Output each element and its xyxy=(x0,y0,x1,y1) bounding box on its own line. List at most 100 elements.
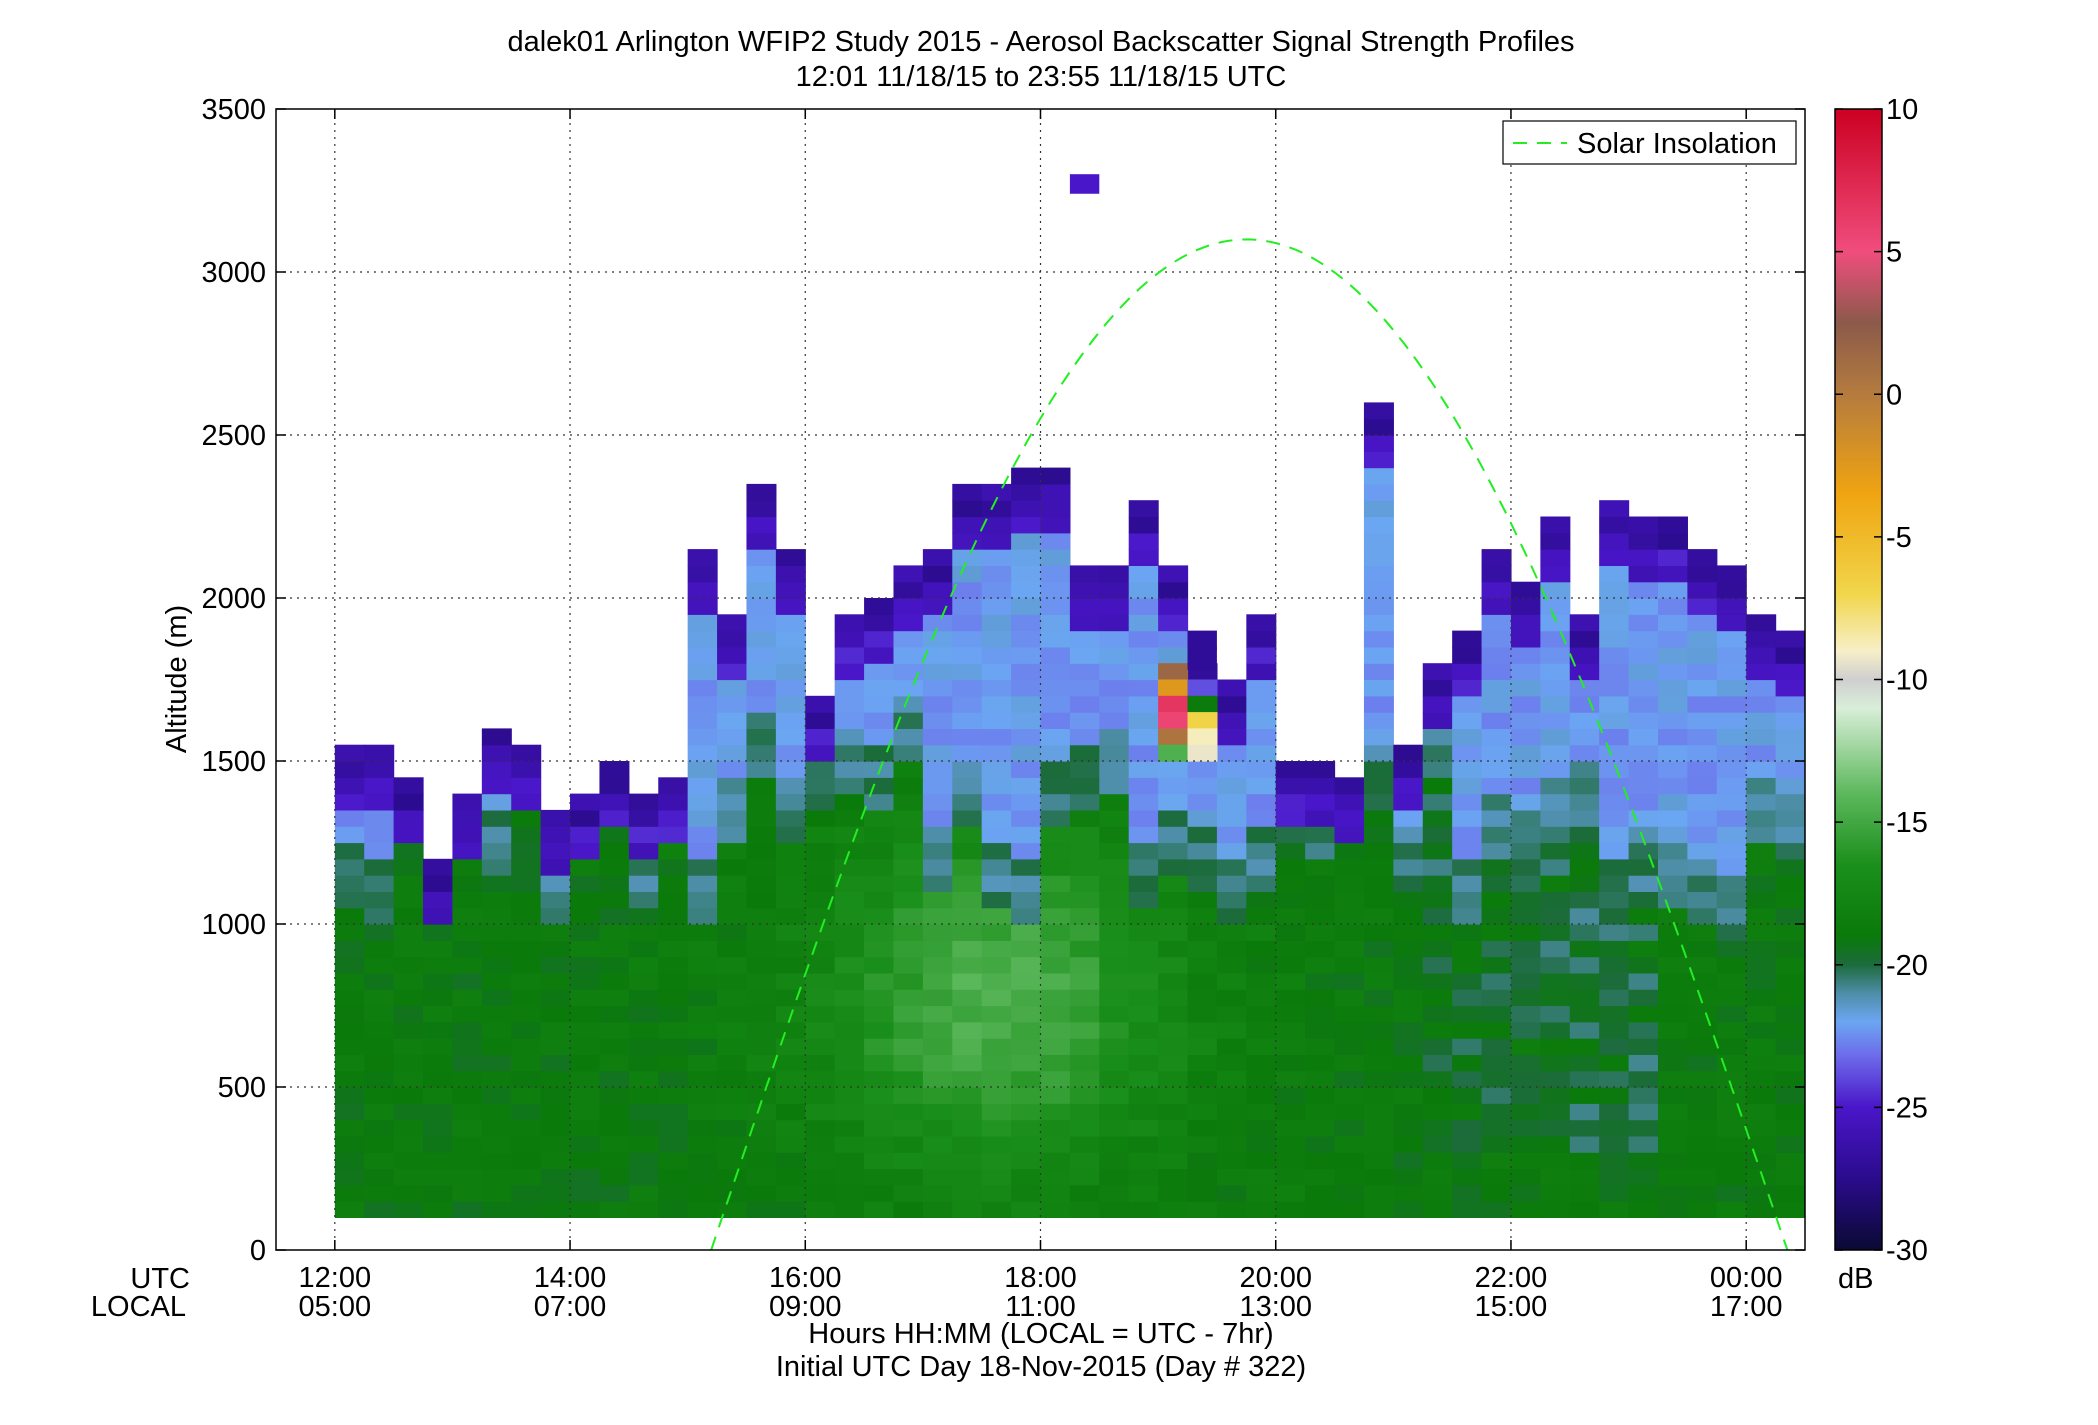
heatmap-cell xyxy=(687,1038,718,1055)
heatmap-cell xyxy=(1599,695,1630,713)
heatmap-cell xyxy=(922,581,953,599)
heatmap-cell xyxy=(893,728,924,746)
heatmap-cell xyxy=(511,989,542,1007)
heatmap-cell xyxy=(1805,940,1835,957)
heatmap-cell xyxy=(805,956,836,974)
heatmap-cell xyxy=(1216,1038,1247,1055)
heatmap-cell xyxy=(1569,809,1600,827)
heatmap-cell xyxy=(687,1184,718,1202)
heatmap-cell xyxy=(1363,532,1394,550)
heatmap-cell xyxy=(952,1021,983,1039)
heatmap-cell xyxy=(1746,1054,1777,1072)
heatmap-cell xyxy=(981,1021,1012,1039)
heatmap-cell xyxy=(1746,1135,1777,1153)
heatmap-cell xyxy=(893,614,924,632)
heatmap-cell xyxy=(1334,1184,1365,1202)
heatmap-cell xyxy=(1393,924,1424,941)
heatmap-cell xyxy=(1128,744,1159,762)
heatmap-cell xyxy=(1510,956,1541,974)
heatmap-cell xyxy=(452,1119,483,1137)
heatmap-cell xyxy=(393,891,424,909)
heatmap-cell xyxy=(1452,1070,1483,1088)
heatmap-cell xyxy=(1099,1119,1130,1137)
heatmap-cell xyxy=(1128,532,1159,550)
heatmap-cell xyxy=(1040,744,1071,762)
heatmap-cell xyxy=(599,1103,630,1121)
heatmap-cell xyxy=(834,777,865,795)
heatmap-cell xyxy=(1275,809,1306,827)
heatmap-cell xyxy=(775,549,806,566)
heatmap-cell xyxy=(658,1103,689,1121)
heatmap-cell xyxy=(1628,598,1659,615)
heatmap-cell xyxy=(864,598,895,615)
heatmap-cell xyxy=(1363,826,1394,844)
heatmap-cell xyxy=(1746,744,1777,762)
heatmap-cell xyxy=(481,989,512,1007)
heatmap-cell xyxy=(981,924,1012,941)
heatmap-cell xyxy=(1187,891,1218,909)
heatmap-cell xyxy=(981,744,1012,762)
heatmap-cell xyxy=(805,972,836,990)
heatmap-cell xyxy=(834,842,865,860)
heatmap-cell xyxy=(1422,924,1453,941)
heatmap-cell xyxy=(893,858,924,876)
heatmap-cell xyxy=(1452,1054,1483,1072)
heatmap-cell xyxy=(1657,1087,1688,1104)
heatmap-cell xyxy=(1158,809,1189,827)
heatmap-cell xyxy=(1628,663,1659,681)
heatmap-cell xyxy=(570,1168,601,1186)
x-tick-label-utc: 00:00 xyxy=(1710,1262,1783,1294)
heatmap-cell xyxy=(1305,1168,1336,1186)
heatmap-cell xyxy=(540,1038,571,1055)
heatmap-cell xyxy=(511,1087,542,1104)
heatmap-cell xyxy=(1128,826,1159,844)
heatmap-cell xyxy=(1687,1168,1718,1186)
heatmap-cell xyxy=(775,777,806,795)
heatmap-cell xyxy=(1069,793,1100,811)
heatmap-cell xyxy=(511,744,542,762)
heatmap-cell xyxy=(628,858,659,876)
heatmap-cell xyxy=(1422,1070,1453,1088)
heatmap-cell xyxy=(1657,1005,1688,1023)
heatmap-cell xyxy=(1334,777,1365,795)
heatmap-cell xyxy=(628,1119,659,1137)
heatmap-cell xyxy=(393,809,424,827)
heatmap-cell xyxy=(1746,1087,1777,1104)
heatmap-cell xyxy=(893,1119,924,1137)
heatmap-cell xyxy=(775,581,806,599)
heatmap-cell xyxy=(1481,695,1512,713)
heatmap-cell xyxy=(1422,858,1453,876)
heatmap-cell xyxy=(893,924,924,941)
heatmap-cell xyxy=(1540,793,1571,811)
heatmap-cell xyxy=(1716,777,1747,795)
heatmap-cell xyxy=(1246,1168,1277,1186)
heatmap-cell xyxy=(1540,940,1571,958)
heatmap-cell xyxy=(1187,1184,1218,1202)
heatmap-cell xyxy=(481,1054,512,1072)
heatmap-cell xyxy=(864,1103,895,1121)
heatmap-cell xyxy=(1716,972,1747,990)
heatmap-cell xyxy=(1452,761,1483,778)
heatmap-cell xyxy=(364,1119,395,1137)
heatmap-cell xyxy=(1187,1087,1218,1104)
heatmap-cell xyxy=(893,744,924,762)
heatmap-cell xyxy=(658,777,689,795)
heatmap-cell xyxy=(1481,663,1512,681)
heatmap-cell xyxy=(1599,565,1630,583)
heatmap-cell xyxy=(452,1087,483,1104)
heatmap-cell xyxy=(746,826,777,844)
heatmap-cell xyxy=(922,549,953,566)
heatmap-cell xyxy=(1452,1038,1483,1055)
heatmap-cell xyxy=(1775,761,1805,778)
heatmap-cell xyxy=(334,1021,365,1039)
heatmap-cell xyxy=(570,1054,601,1072)
heatmap-cell xyxy=(1011,1070,1042,1088)
heatmap-cell xyxy=(1099,1152,1130,1170)
heatmap-cell xyxy=(423,1005,454,1023)
heatmap-cell xyxy=(1599,761,1630,778)
heatmap-cell xyxy=(1540,516,1571,534)
heatmap-cell xyxy=(1216,1021,1247,1039)
heatmap-cell xyxy=(952,1152,983,1170)
heatmap-cell xyxy=(775,565,806,583)
heatmap-cell xyxy=(628,1152,659,1170)
